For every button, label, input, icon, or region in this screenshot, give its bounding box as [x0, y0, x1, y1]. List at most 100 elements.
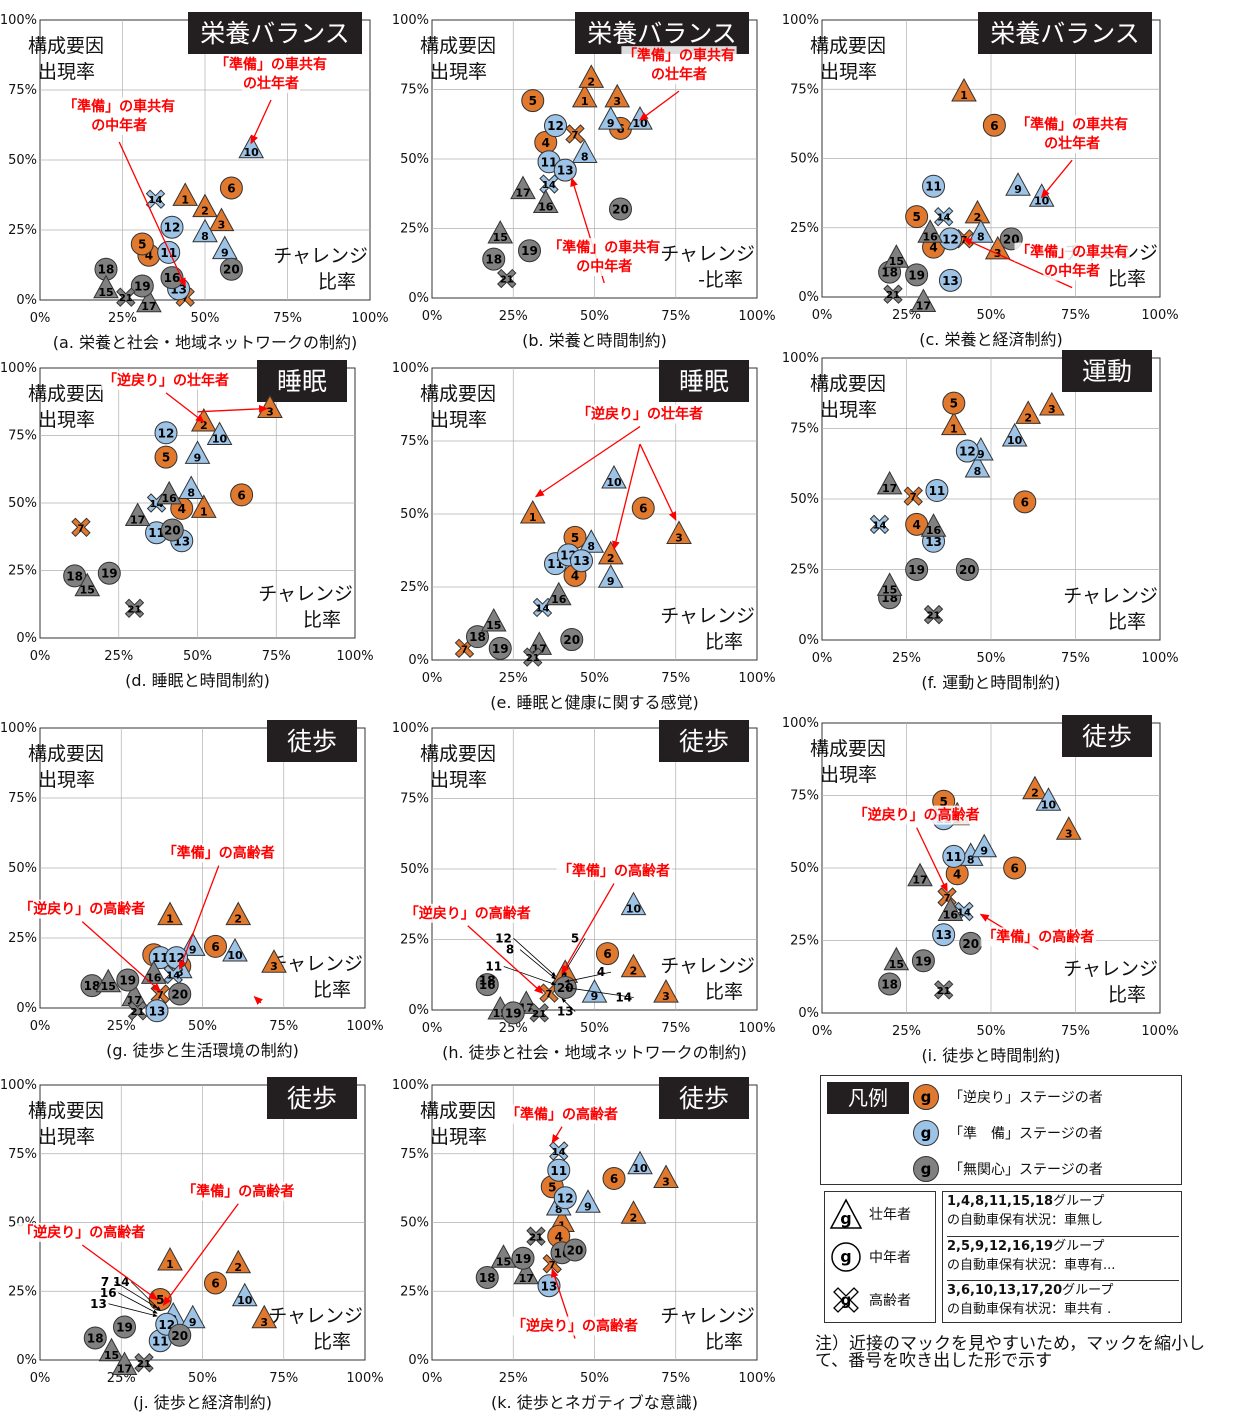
x-axis-title: チャレンジ: [268, 1305, 363, 1327]
annotation-arrow: [534, 426, 641, 498]
point-label: 5: [138, 238, 146, 252]
data-point-5: 5: [521, 89, 545, 113]
point-label: 7: [910, 492, 917, 503]
point-label: 11: [152, 1334, 169, 1348]
callout-label: 8: [506, 943, 514, 957]
legend-row-indifferent: g 「無関心」ステージの者: [913, 1154, 1103, 1184]
marker-cross: [539, 174, 559, 194]
annotation-bg: [242, 74, 300, 93]
title-banner: [659, 1077, 749, 1119]
annotation-text: 「逆戻り」の壮年者: [577, 406, 703, 423]
point-label: 11: [541, 155, 558, 169]
marker-cross: [539, 983, 559, 1003]
point-label: 2: [630, 1211, 638, 1224]
data-point-20: 20: [609, 197, 632, 221]
marker-triangle: [937, 897, 964, 921]
data-point-11: 11: [925, 479, 949, 503]
point-label: 16: [479, 978, 496, 992]
point-label: 1: [166, 913, 174, 926]
legend-group-suffix-2: グループ: [1053, 1239, 1105, 1254]
annotation-arrow: [178, 865, 220, 971]
annotation-text: 「準備」の車共有: [1016, 116, 1128, 133]
y-tick-label: 75%: [400, 1147, 429, 1162]
point-label: 13: [149, 1004, 166, 1018]
y-tick-label: 75%: [400, 83, 429, 98]
y-tick-label: 25%: [8, 1284, 37, 1299]
y-axis-title: 出現率: [430, 1126, 487, 1148]
point-label: 14: [149, 195, 163, 206]
annotation-bg: [1043, 134, 1101, 154]
y-axis-title: 構成要因: [810, 35, 886, 57]
x-tick-label: 50%: [191, 311, 220, 326]
data-point-21: 21: [116, 287, 136, 307]
y-tick-label: 25%: [8, 564, 37, 579]
marker-triangle: [231, 1282, 258, 1307]
data-point-5: 5: [154, 445, 178, 469]
data-point-1: 1: [190, 494, 217, 518]
marker-triangle: [178, 475, 205, 499]
point-label: 2: [587, 75, 595, 88]
footnote: 注）近接のマックを見やすいため，マックを縮小して、番号を吹き出した形で示す: [815, 1334, 1206, 1371]
marker-cross: [497, 268, 517, 289]
data-point-16: 16: [475, 973, 499, 997]
x-axis-title: チャレンジ: [660, 1305, 755, 1327]
marker-circle: [145, 999, 169, 1023]
data-point-8: 8: [571, 139, 598, 163]
data-point-18: 18: [63, 564, 87, 588]
x-axis-title: -比率: [698, 269, 743, 291]
data-point-19: 19: [905, 558, 929, 581]
y-tick-label: 100%: [392, 721, 429, 736]
x-tick-label: 25%: [107, 1019, 136, 1034]
point-label: 10: [626, 903, 642, 916]
y-tick-label: 100%: [0, 1078, 37, 1093]
marker-triangle: [225, 901, 252, 926]
callout-label: 5: [571, 931, 579, 945]
x-tick-label: 0%: [422, 1371, 443, 1386]
point-label: 11: [148, 526, 165, 540]
callout-line: [519, 949, 557, 980]
point-label: 2: [234, 1261, 242, 1274]
point-label: 3: [1065, 827, 1073, 840]
callout-label: 18: [479, 974, 496, 988]
data-point-19: 19: [501, 1001, 525, 1025]
point-label: 9: [980, 845, 988, 858]
point-label: 12: [158, 426, 175, 440]
x-tick-label: 100%: [346, 1019, 383, 1034]
y-tick-label: 100%: [0, 13, 37, 28]
marker-triangle: [487, 220, 514, 244]
data-point-11: 11: [942, 844, 966, 868]
chart-b: 0% 0% 25% 25% 50% 50% 75% 75% 100% 100% 構成要因出現率チャレ…: [392, 12, 776, 350]
x-axis-title: チャレンジ: [258, 583, 353, 605]
point-label: 21: [128, 604, 142, 615]
annotation-arrow: [612, 443, 641, 551]
data-point-3: 3: [604, 83, 631, 108]
marker-circle: [631, 496, 655, 520]
marker-cross: [923, 604, 944, 625]
marker-triangle: [95, 968, 122, 993]
marker-circle: [97, 561, 121, 585]
marker-triangle: [597, 106, 624, 130]
y-tick-label: 75%: [790, 82, 819, 97]
point-label: 14: [536, 603, 550, 614]
data-point-21: 21: [134, 1353, 154, 1373]
data-point-17: 17: [111, 1351, 138, 1376]
x-axis-title: 比率: [303, 609, 341, 631]
marker-cross: [529, 1003, 549, 1023]
point-label: 2: [1024, 411, 1032, 424]
data-point-7: 7: [71, 517, 91, 538]
point-label: 16: [161, 492, 177, 505]
marker-circle: [609, 197, 632, 221]
svg-text:g: g: [840, 1209, 851, 1228]
data-point-5: 5: [905, 205, 929, 229]
point-label: 17: [130, 514, 145, 527]
point-label: 6: [610, 1172, 618, 1186]
marker-triangle: [136, 288, 162, 313]
y-tick-label: 50%: [790, 492, 819, 507]
point-label: 13: [541, 1279, 558, 1293]
marker-circle: [130, 274, 154, 298]
data-point-6: 6: [982, 113, 1006, 137]
annotation-text: 「準備」の車共有: [215, 56, 327, 73]
data-point-1: 1: [172, 182, 199, 206]
data-point-21: 21: [523, 647, 543, 667]
data-point-2: 2: [192, 193, 218, 218]
